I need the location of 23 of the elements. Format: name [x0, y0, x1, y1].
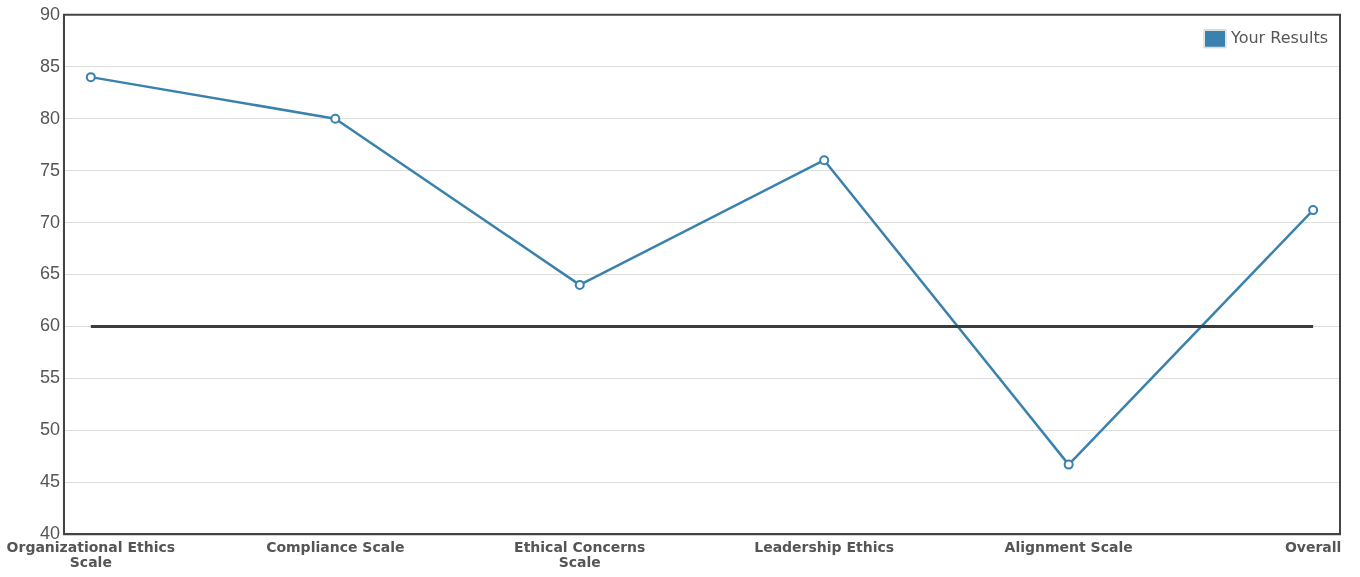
point — [330, 113, 341, 124]
y-tick-label: 65 — [39, 263, 60, 284]
y-tick-label: 80 — [39, 107, 60, 128]
point — [1308, 205, 1319, 216]
y-tick-label: 45 — [39, 471, 60, 492]
x-tick-label: Overall — [1284, 538, 1342, 555]
point — [1063, 459, 1074, 470]
y-tick-label: 90 — [39, 3, 60, 24]
y-tick-label: 60 — [39, 315, 60, 336]
y-tick-label: 55 — [39, 367, 60, 388]
y-tick-label: 85 — [39, 55, 60, 76]
y-tick-label: 70 — [39, 211, 60, 232]
x-tick-label: Organizational Ethics Scale — [6, 538, 176, 570]
x-tick-label: Leadership Ethics — [754, 538, 895, 555]
point — [574, 279, 585, 290]
legend-label: Your Results — [1229, 27, 1328, 47]
point — [85, 72, 96, 83]
x-tick-label: Alignment Scale — [1004, 538, 1133, 555]
point — [819, 155, 830, 166]
y-tick-label: 75 — [39, 159, 60, 180]
y-tick-label: 50 — [39, 419, 60, 440]
x-tick-label: Compliance Scale — [266, 538, 405, 555]
x-tick-label: Ethical Concerns Scale — [514, 538, 646, 570]
